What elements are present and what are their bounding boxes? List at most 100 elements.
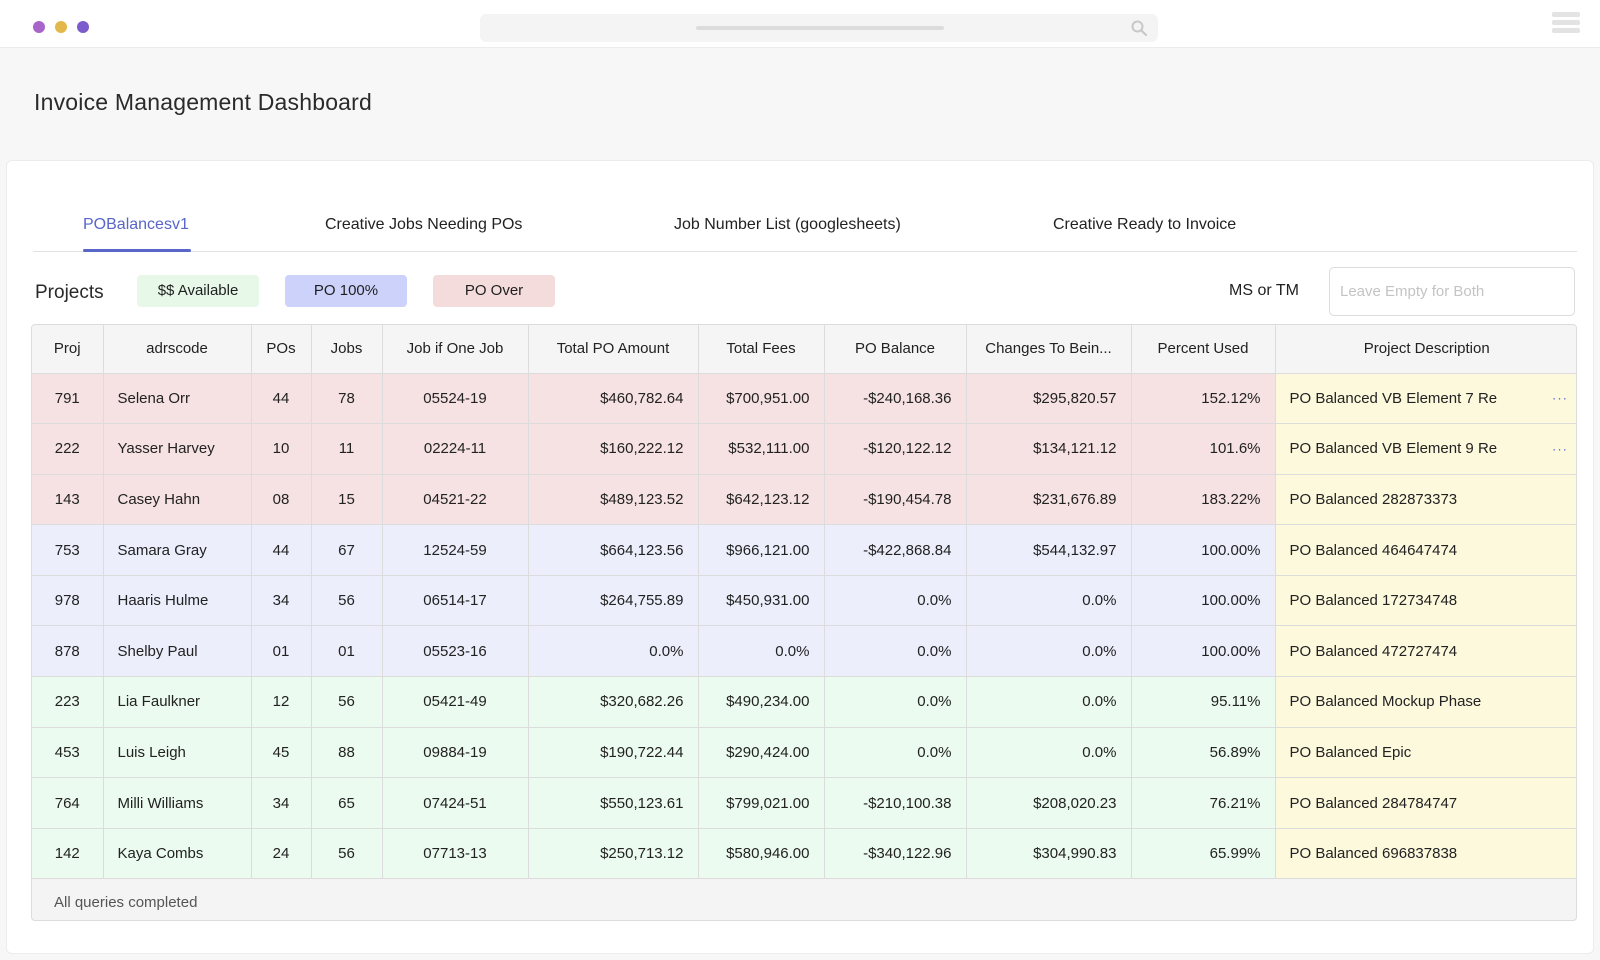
table-row[interactable]: 791 Selena Orr 44 78 05524-19 $460,782.64 $700…: [32, 373, 1576, 425]
table-row[interactable]: 222 Yasser Harvey 10 11 02224-11 $160,222.12 $…: [32, 423, 1576, 475]
column-header-changes-to-being[interactable]: Changes To Bein...: [966, 325, 1132, 374]
cell-percent-used: 101.6%: [1131, 423, 1276, 475]
cell-job-if-one-job: 05421-49: [382, 676, 529, 728]
filter-bar: Projects $$ Available PO 100% PO Over MS…: [7, 267, 1595, 319]
cell-project-description: PO Balanced 472727474: [1275, 625, 1576, 678]
cell-job-if-one-job: 09884-19: [382, 727, 529, 779]
cell-pos: 12: [251, 676, 312, 728]
cell-total-po-amount: $160,222.12: [528, 423, 699, 475]
cell-total-fees: $450,931.00: [698, 575, 825, 627]
cell-adrscode: Haaris Hulme: [103, 575, 252, 627]
cell-total-fees: $799,021.00: [698, 777, 825, 829]
cell-job-if-one-job: 05523-16: [382, 625, 529, 678]
table-row[interactable]: 223 Lia Faulkner 12 56 05421-49 $320,682.26 $4…: [32, 676, 1576, 728]
project-description-text: PO Balanced 172734748: [1289, 592, 1458, 610]
cell-proj: 453: [32, 727, 104, 779]
cell-percent-used: 56.89%: [1131, 727, 1276, 779]
cell-proj: 753: [32, 524, 104, 576]
window-controls: [33, 21, 89, 33]
cell-proj: 223: [32, 676, 104, 728]
cell-pos: 44: [251, 524, 312, 576]
column-header-pos[interactable]: POs: [251, 325, 312, 374]
cell-po-balance: -$120,122.12: [824, 423, 967, 475]
cell-jobs: 56: [311, 676, 383, 728]
cell-job-if-one-job: 02224-11: [382, 423, 529, 475]
cell-job-if-one-job: 06514-17: [382, 575, 529, 627]
cell-percent-used: 100.00%: [1131, 524, 1276, 576]
cell-pos: 24: [251, 828, 312, 880]
cell-total-fees: 0.0%: [698, 625, 825, 678]
column-header-total-po-amount[interactable]: Total PO Amount: [528, 325, 699, 374]
cell-po-balance: 0.0%: [824, 676, 967, 728]
cell-adrscode: Samara Gray: [103, 524, 252, 576]
cell-proj: 142: [32, 828, 104, 880]
po-over-filter-chip[interactable]: PO Over: [433, 275, 555, 307]
cell-percent-used: 100.00%: [1131, 625, 1276, 678]
cell-jobs: 11: [311, 423, 383, 475]
cell-total-po-amount: $264,755.89: [528, 575, 699, 627]
column-header-proj[interactable]: Proj: [32, 325, 104, 374]
page-title: Invoice Management Dashboard: [34, 89, 373, 115]
cell-total-po-amount: 0.0%: [528, 625, 699, 678]
cell-po-balance: -$190,454.78: [824, 474, 967, 526]
cell-changes-to-being: $295,820.57: [966, 373, 1132, 425]
column-header-total-fees[interactable]: Total Fees: [698, 325, 825, 374]
address-bar[interactable]: [480, 14, 1158, 42]
cell-percent-used: 95.11%: [1131, 676, 1276, 728]
cell-project-description: PO Balanced 696837838: [1275, 828, 1576, 880]
project-description-text: PO Balanced VB Element 7 Re: [1289, 389, 1498, 407]
cell-adrscode: Kaya Combs: [103, 828, 252, 880]
tab-job-number-list[interactable]: Job Number List (googlesheets): [674, 216, 901, 233]
cell-project-description: PO Balanced Epic: [1275, 727, 1576, 779]
tab-pobalancesv1[interactable]: POBalancesv1: [83, 216, 189, 233]
cell-project-description: PO Balanced VB Element 9 Re ···: [1275, 423, 1576, 475]
cell-adrscode: Casey Hahn: [103, 474, 252, 526]
table-row[interactable]: 978 Haaris Hulme 34 56 06514-17 $264,755.89 $4…: [32, 575, 1576, 627]
cell-pos: 10: [251, 423, 312, 475]
cell-changes-to-being: $304,990.83: [966, 828, 1132, 880]
cell-total-fees: $700,951.00: [698, 373, 825, 425]
more-ellipsis-icon[interactable]: ···: [1548, 441, 1568, 457]
cell-jobs: 56: [311, 828, 383, 880]
hamburger-menu-icon[interactable]: [1552, 12, 1580, 36]
cell-adrscode: Yasser Harvey: [103, 423, 252, 475]
table-row[interactable]: 143 Casey Hahn 08 15 04521-22 $489,123.52 $642…: [32, 474, 1576, 526]
cell-jobs: 56: [311, 575, 383, 627]
more-ellipsis-icon[interactable]: ···: [1548, 390, 1568, 406]
cell-percent-used: 100.00%: [1131, 575, 1276, 627]
cell-job-if-one-job: 05524-19: [382, 373, 529, 425]
window-dot-1[interactable]: [33, 21, 45, 33]
window-dot-2[interactable]: [55, 21, 67, 33]
window-dot-3[interactable]: [77, 21, 89, 33]
column-header-job-if-one-job[interactable]: Job if One Job: [382, 325, 529, 374]
cell-changes-to-being: $208,020.23: [966, 777, 1132, 829]
table-row[interactable]: 453 Luis Leigh 45 88 09884-19 $190,722.44 $290…: [32, 727, 1576, 779]
column-header-project-description[interactable]: Project Description: [1275, 325, 1576, 374]
column-header-adrscode[interactable]: adrscode: [103, 325, 252, 374]
cell-changes-to-being: $544,132.97: [966, 524, 1132, 576]
po-100-filter-chip[interactable]: PO 100%: [285, 275, 407, 307]
cell-pos: 34: [251, 575, 312, 627]
available-filter-chip[interactable]: $$ Available: [137, 275, 259, 307]
tab-creative-jobs-needing-pos[interactable]: Creative Jobs Needing POs: [325, 216, 523, 233]
table-row[interactable]: 753 Samara Gray 44 67 12524-59 $664,123.56 $96…: [32, 524, 1576, 576]
column-header-percent-used[interactable]: Percent Used: [1131, 325, 1276, 374]
cell-changes-to-being: $231,676.89: [966, 474, 1132, 526]
cell-jobs: 01: [311, 625, 383, 678]
cell-proj: 222: [32, 423, 104, 475]
cell-jobs: 65: [311, 777, 383, 829]
ms-tm-input[interactable]: [1329, 267, 1575, 316]
table-header-row: Proj adrscode POs Jobs Job if One Job Total P…: [32, 325, 1576, 374]
cell-proj: 764: [32, 777, 104, 829]
cell-po-balance: 0.0%: [824, 727, 967, 779]
cell-project-description: PO Balanced 282873373: [1275, 474, 1576, 526]
table-row[interactable]: 878 Shelby Paul 01 01 05523-16 0.0% 0.0% 0.0% 0.…: [32, 625, 1576, 678]
column-header-po-balance[interactable]: PO Balance: [824, 325, 967, 374]
table-row[interactable]: 142 Kaya Combs 24 56 07713-13 $250,713.12 $580…: [32, 828, 1576, 880]
column-header-jobs[interactable]: Jobs: [311, 325, 383, 374]
cell-project-description: PO Balanced VB Element 7 Re ···: [1275, 373, 1576, 425]
table-row[interactable]: 764 Milli Williams 34 65 07424-51 $550,123.61…: [32, 777, 1576, 829]
tab-creative-ready-to-invoice[interactable]: Creative Ready to Invoice: [1053, 216, 1237, 233]
cell-job-if-one-job: 07424-51: [382, 777, 529, 829]
project-description-text: PO Balanced 696837838: [1289, 845, 1458, 863]
